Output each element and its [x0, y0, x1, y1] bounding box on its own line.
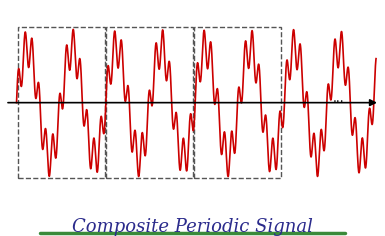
Bar [106, 27, 193, 178]
Bar [194, 27, 281, 178]
Text: ...: ... [332, 92, 344, 105]
Bar [18, 27, 105, 178]
Text: Composite Periodic Signal: Composite Periodic Signal [72, 218, 313, 236]
